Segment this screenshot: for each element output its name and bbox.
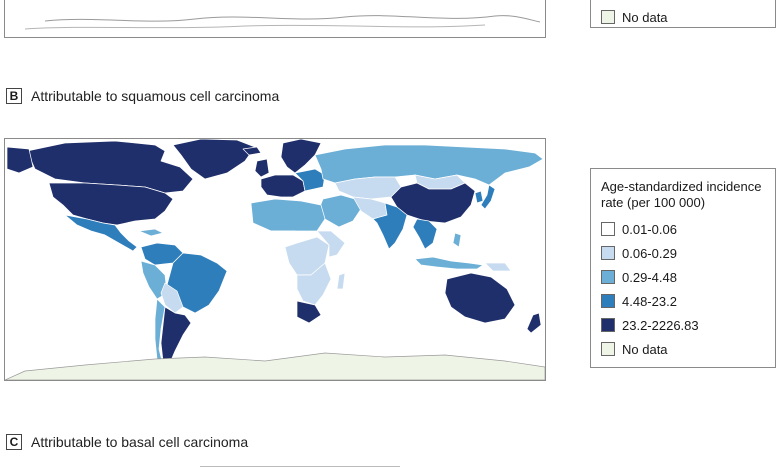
region-china bbox=[390, 182, 476, 224]
legend-items: 0.01-0.06 0.06-0.29 0.29-4.48 4.48-23.2 … bbox=[601, 217, 765, 361]
panel-b-letter: B bbox=[6, 88, 22, 104]
region-antarctica bbox=[5, 352, 545, 380]
region-iceland bbox=[242, 146, 262, 156]
world-map bbox=[5, 139, 545, 380]
legend-title: Age-standardized incidence rate (per 100… bbox=[601, 179, 762, 210]
region-philippines bbox=[452, 232, 462, 248]
legend-label: 4.48-23.2 bbox=[622, 293, 677, 309]
legend-label: 0.01-0.06 bbox=[622, 221, 677, 237]
legend-item: 4.48-23.2 bbox=[601, 289, 765, 313]
legend-label: 23.2-2226.83 bbox=[622, 317, 699, 333]
region-india bbox=[372, 202, 408, 250]
legend-swatch bbox=[601, 342, 615, 356]
region-australia bbox=[444, 272, 516, 324]
legend-label: 0.29-4.48 bbox=[622, 269, 677, 285]
legend-a-nodata-label: No data bbox=[622, 9, 668, 25]
region-canada bbox=[26, 140, 194, 194]
region-new-zealand bbox=[526, 312, 542, 334]
region-east-africa bbox=[316, 230, 346, 258]
region-argentina bbox=[160, 306, 192, 366]
panel-a-map bbox=[4, 0, 546, 38]
panel-c-letter: C bbox=[6, 434, 22, 450]
region-korea bbox=[474, 190, 484, 204]
legend-swatch bbox=[601, 294, 615, 308]
legend-item: 0.29-4.48 bbox=[601, 265, 765, 289]
legend-swatch bbox=[601, 318, 615, 332]
region-southern-africa bbox=[296, 262, 332, 306]
region-greenland bbox=[172, 139, 256, 180]
legend-a-nodata-swatch bbox=[601, 10, 615, 24]
legend-a-row-nodata: No data bbox=[601, 5, 668, 29]
region-japan bbox=[480, 184, 496, 210]
panel-c-map-top bbox=[200, 466, 400, 471]
panel-c-heading: C Attributable to basal cell carcinoma bbox=[6, 434, 248, 450]
legend-swatch bbox=[601, 270, 615, 284]
region-western-europe bbox=[260, 174, 306, 198]
region-usa bbox=[48, 182, 174, 226]
legend-swatch bbox=[601, 222, 615, 236]
region-south-africa bbox=[296, 300, 322, 324]
region-scandinavia bbox=[280, 139, 322, 174]
region-uk bbox=[254, 158, 270, 178]
region-indonesia bbox=[414, 256, 484, 270]
region-eastern-europe bbox=[294, 168, 326, 192]
legend-label: 0.06-0.29 bbox=[622, 245, 677, 261]
panel-a-legend: No data bbox=[590, 0, 776, 28]
legend-item: No data bbox=[601, 337, 765, 361]
region-se-asia bbox=[412, 218, 438, 250]
region-alaska bbox=[6, 146, 34, 174]
panel-b-heading: B Attributable to squamous cell carcinom… bbox=[6, 88, 279, 104]
region-mexico bbox=[64, 214, 138, 252]
legend-label: No data bbox=[622, 341, 668, 357]
region-papua bbox=[484, 262, 512, 272]
legend-swatch bbox=[601, 246, 615, 260]
panel-c-title: Attributable to basal cell carcinoma bbox=[31, 434, 249, 450]
panel-b-title: Attributable to squamous cell carcinoma bbox=[31, 88, 280, 104]
legend-item: 23.2-2226.83 bbox=[601, 313, 765, 337]
region-madagascar bbox=[336, 272, 346, 290]
legend-item: 0.01-0.06 bbox=[601, 217, 765, 241]
panel-b-legend: Age-standardized incidence rate (per 100… bbox=[590, 168, 776, 368]
region-north-africa bbox=[250, 198, 326, 232]
legend-item: 0.06-0.29 bbox=[601, 241, 765, 265]
panel-b-map bbox=[4, 138, 546, 381]
region-caribbean bbox=[138, 228, 164, 237]
panel-a-antarctica bbox=[24, 15, 541, 30]
